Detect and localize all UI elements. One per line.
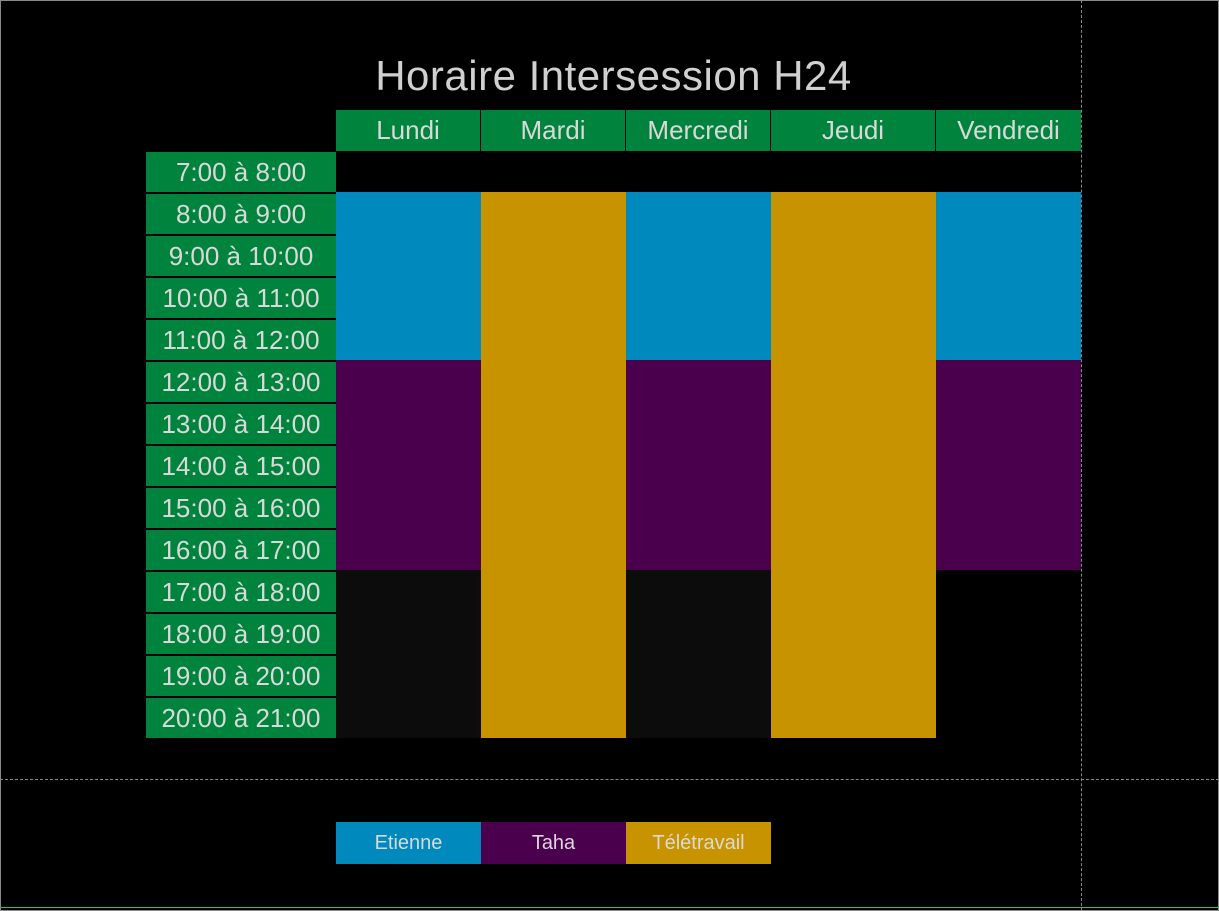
time-slot[interactable]: 10:00 à 11:00 <box>146 278 336 319</box>
etienne-block-mercredi[interactable] <box>626 192 771 360</box>
day-header-vendredi[interactable]: Vendredi <box>936 110 1081 151</box>
etienne-block-lundi[interactable] <box>336 192 481 360</box>
time-slot[interactable]: 19:00 à 20:00 <box>146 656 336 697</box>
sheet-bottom-edge <box>0 907 1219 908</box>
teletravail-block-jeudi[interactable] <box>771 192 936 738</box>
legend-teletravail[interactable]: Télétravail <box>626 822 771 864</box>
time-slot[interactable]: 16:00 à 17:00 <box>146 530 336 571</box>
etienne-block-vendredi[interactable] <box>936 192 1081 360</box>
day-header-mardi[interactable]: Mardi <box>481 110 626 151</box>
day-header-lundi[interactable]: Lundi <box>336 110 481 151</box>
day-header-mercredi[interactable]: Mercredi <box>626 110 771 151</box>
taha-block-lundi[interactable] <box>336 360 481 570</box>
time-slot[interactable]: 20:00 à 21:00 <box>146 698 336 738</box>
legend-taha[interactable]: Taha <box>481 822 626 864</box>
time-slot[interactable]: 8:00 à 9:00 <box>146 194 336 235</box>
time-slot[interactable]: 18:00 à 19:00 <box>146 614 336 655</box>
time-slot[interactable]: 11:00 à 12:00 <box>146 320 336 361</box>
page-break-vertical <box>1081 0 1082 911</box>
teletravail-block-mardi[interactable] <box>481 192 626 738</box>
schedule-title: Horaire Intersession H24 <box>375 52 852 99</box>
empty-block-lundi[interactable] <box>336 570 481 738</box>
day-header-jeudi[interactable]: Jeudi <box>771 110 936 151</box>
time-slot[interactable]: 14:00 à 15:00 <box>146 446 336 487</box>
taha-block-mercredi[interactable] <box>626 360 771 570</box>
time-slot[interactable]: 13:00 à 14:00 <box>146 404 336 445</box>
time-slot[interactable]: 7:00 à 8:00 <box>146 152 336 193</box>
time-slot[interactable]: 15:00 à 16:00 <box>146 488 336 529</box>
time-slot[interactable]: 9:00 à 10:00 <box>146 236 336 277</box>
empty-block-mercredi[interactable] <box>626 570 771 738</box>
page-break-horizontal <box>0 779 1219 780</box>
time-slot[interactable]: 17:00 à 18:00 <box>146 572 336 613</box>
time-slot[interactable]: 12:00 à 13:00 <box>146 362 336 403</box>
taha-block-vendredi[interactable] <box>936 360 1081 570</box>
legend-etienne[interactable]: Etienne <box>336 822 481 864</box>
